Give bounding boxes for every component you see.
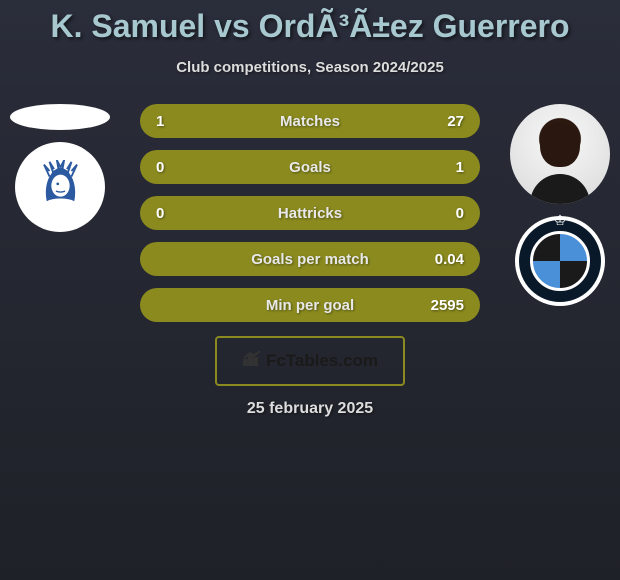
comparison-content: ♔ 1 Matches 27 0 Goals 1 0 Hattricks 0 G… (0, 104, 620, 418)
stat-label: Min per goal (266, 297, 354, 314)
stat-label: Hattricks (278, 205, 342, 222)
season-subtitle: Club competitions, Season 2024/2025 (0, 59, 620, 76)
stat-row-min-per-goal: Min per goal 2595 (140, 288, 480, 322)
stat-left-value: 0 (156, 159, 196, 176)
stat-right-value: 2595 (424, 297, 464, 314)
stat-left-value: 0 (156, 205, 196, 222)
player-right-avatar (510, 104, 610, 204)
stat-row-goals: 0 Goals 1 (140, 150, 480, 184)
team-badge-right: ♔ (515, 216, 605, 306)
stat-right-value: 27 (424, 113, 464, 130)
indian-head-icon (33, 160, 88, 215)
player-right-column: ♔ (510, 104, 610, 306)
stat-left-value: 1 (156, 113, 196, 130)
club-brugge-icon (530, 231, 590, 291)
chart-icon (242, 350, 262, 373)
player-left-column (10, 104, 110, 232)
stat-row-goals-per-match: Goals per match 0.04 (140, 242, 480, 276)
stat-right-value: 0 (424, 205, 464, 222)
watermark-text: FcTables.com (266, 351, 378, 371)
stat-row-matches: 1 Matches 27 (140, 104, 480, 138)
comparison-title: K. Samuel vs OrdÃ³Ã±ez Guerrero (0, 0, 620, 45)
stat-right-value: 0.04 (424, 251, 464, 268)
team-badge-left (15, 142, 105, 232)
player-left-avatar-placeholder (10, 104, 110, 130)
stat-label: Goals (289, 159, 331, 176)
stats-container: 1 Matches 27 0 Goals 1 0 Hattricks 0 Goa… (140, 104, 480, 322)
stat-label: Matches (280, 113, 340, 130)
watermark-box[interactable]: FcTables.com (215, 336, 405, 386)
stat-row-hattricks: 0 Hattricks 0 (140, 196, 480, 230)
comparison-date: 25 february 2025 (0, 400, 620, 418)
crown-icon: ♔ (554, 212, 567, 229)
stat-label: Goals per match (251, 251, 369, 268)
stat-right-value: 1 (424, 159, 464, 176)
